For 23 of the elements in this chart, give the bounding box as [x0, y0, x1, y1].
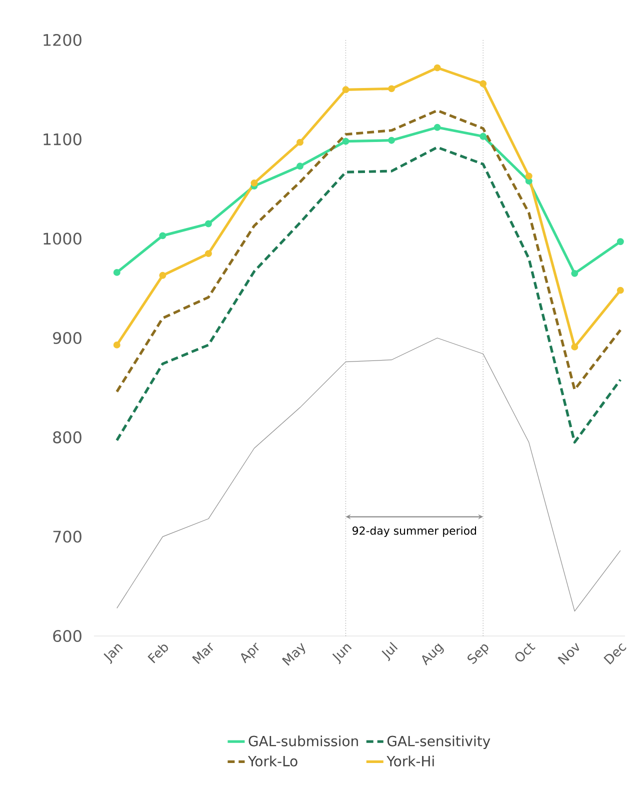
- x-tick-label: Jun: [332, 644, 352, 664]
- y-tick-label: 1000: [44, 232, 82, 245]
- legend-label: GAL-submission: [248, 736, 358, 746]
- y-tick-label: 700: [53, 530, 82, 543]
- x-tick-label: Mar: [192, 642, 214, 664]
- x-tick-label: Jul: [382, 642, 398, 662]
- legend-label: York-Lo: [248, 756, 298, 766]
- y-tick-label: 1100: [44, 133, 82, 146]
- x-tick-label: Feb: [148, 644, 168, 664]
- x-tick-label: Sep: [468, 644, 488, 664]
- x-tick-label: Apr: [241, 642, 259, 664]
- x-tick-label: Dec: [604, 643, 626, 664]
- y-tick-label: 800: [53, 431, 82, 444]
- x-tick-label: Nov: [558, 642, 580, 665]
- y-tick-label: 600: [53, 630, 82, 642]
- legend-label: York-Hi: [386, 756, 434, 766]
- y-tick-label: 900: [53, 332, 82, 344]
- annotation: 92-day summer period: [352, 526, 476, 537]
- x-tick-label: Jan: [104, 644, 123, 664]
- x-tick-label: Aug: [422, 643, 444, 666]
- legend-label: GAL-sensitivity: [388, 736, 490, 750]
- y-tick-label: 1200: [44, 34, 82, 46]
- x-tick-label: Oct: [515, 642, 536, 662]
